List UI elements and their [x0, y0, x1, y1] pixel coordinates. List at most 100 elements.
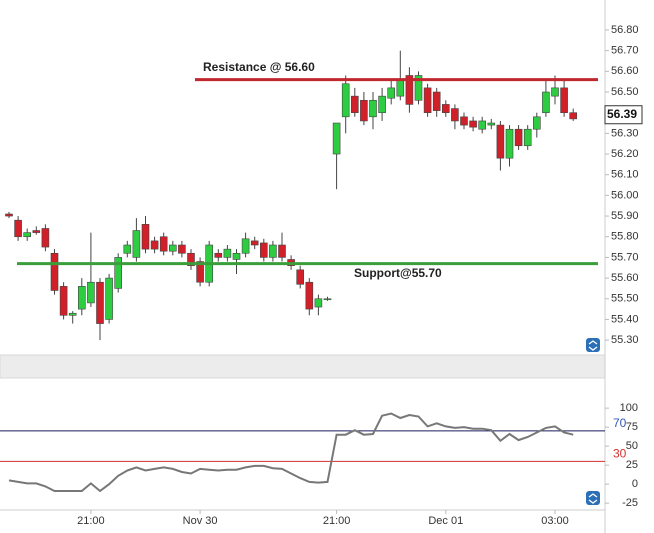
candle-body	[451, 108, 459, 122]
candle-body	[478, 120, 487, 130]
candle-body	[542, 91, 550, 113]
x-tick-label: Dec 01	[428, 515, 463, 527]
y-tick-label: 75	[626, 421, 638, 433]
candle-body	[232, 252, 241, 260]
candle-body	[523, 128, 532, 147]
scroll-button[interactable]	[586, 491, 600, 505]
candle-body	[305, 281, 314, 310]
scroll-button[interactable]	[586, 338, 600, 352]
y-tick-label: 0	[632, 478, 638, 490]
y-tick-label: 25	[626, 459, 638, 471]
candle-body	[123, 244, 132, 254]
y-tick-label: 55.70	[611, 251, 639, 263]
last-price-box	[604, 105, 643, 125]
candle-body	[514, 128, 523, 147]
x-tick-label: 21:00	[323, 515, 351, 527]
candle-body	[387, 87, 396, 99]
x-tick-label: 03:00	[541, 515, 569, 527]
candle-body	[105, 277, 113, 320]
candle-body	[41, 228, 50, 248]
candle-body	[14, 219, 22, 238]
support-label: Support@55.70	[354, 266, 442, 280]
candle-body	[414, 75, 423, 101]
candle-body	[169, 244, 177, 252]
candle-body	[132, 230, 141, 258]
y-tick-label: 55.30	[611, 334, 639, 346]
candle-body	[141, 224, 150, 250]
candle-body	[32, 230, 41, 233]
candle-body	[159, 236, 168, 252]
y-tick-label: 56.30	[611, 127, 639, 139]
panel-divider	[0, 354, 606, 379]
candle-body	[178, 244, 186, 254]
y-tick-label: 56.20	[611, 148, 639, 160]
candle-body	[532, 116, 541, 130]
candle-body	[378, 95, 386, 113]
candle-body	[323, 298, 332, 301]
x-tick-label: 21:00	[77, 515, 105, 527]
candle-body	[241, 238, 250, 254]
candle-body	[332, 122, 341, 155]
y-tick-label: 50	[626, 440, 638, 452]
y-tick-label: 56.00	[611, 189, 639, 201]
candle-body	[505, 128, 514, 159]
candle-body	[5, 213, 13, 217]
candle-body	[87, 281, 95, 304]
candle-body	[314, 298, 323, 308]
candle-body	[78, 286, 86, 310]
y-tick-label: 56.60	[611, 65, 639, 77]
candle-body	[150, 240, 159, 250]
candle-body	[396, 79, 405, 97]
candle-body	[460, 116, 468, 126]
candle-body	[569, 112, 578, 120]
price-panel	[5, 50, 578, 341]
candle-body	[259, 242, 268, 258]
candle-body	[560, 87, 568, 113]
rsi-level-label: 70	[613, 416, 627, 430]
candle-body	[360, 99, 368, 122]
candle-body	[496, 124, 505, 159]
candle-body	[187, 252, 195, 266]
rsi-line	[8, 412, 574, 493]
candle-body	[59, 286, 68, 316]
candle-body	[68, 312, 77, 316]
y-tick-label: 55.50	[611, 293, 639, 305]
y-tick-label: 55.90	[611, 210, 639, 222]
candle-body	[250, 240, 259, 246]
y-tick-label: 55.40	[611, 313, 639, 325]
candle-body	[487, 122, 496, 126]
y-tick-label: 56.50	[611, 86, 639, 98]
y-tick-label: 56.80	[611, 24, 639, 36]
candle-body	[269, 244, 277, 258]
y-tick-label: -25	[622, 497, 638, 509]
candle-body	[441, 104, 450, 113]
candle-body	[223, 248, 232, 258]
candle-body	[423, 87, 432, 113]
candle-body	[214, 252, 223, 258]
candle-body	[405, 75, 414, 105]
y-tick-label: 55.60	[611, 272, 639, 284]
candle-body	[96, 281, 104, 324]
candle-body	[432, 91, 441, 111]
candle-body	[196, 261, 204, 283]
candle-body	[23, 232, 32, 238]
candle-body	[278, 244, 286, 258]
candle-body	[551, 87, 559, 97]
candle-body	[469, 120, 477, 128]
candle-body	[350, 95, 359, 113]
resistance-label: Resistance @ 56.60	[203, 60, 315, 74]
candle-body	[114, 257, 122, 289]
x-tick-label: Nov 30	[183, 515, 218, 527]
y-tick-label: 56.70	[611, 45, 639, 57]
y-tick-label: 100	[620, 402, 638, 414]
rsi-level-label: 30	[613, 447, 627, 461]
y-tick-label: 56.10	[611, 169, 639, 181]
last-price-label: 56.39	[607, 107, 637, 121]
candle-body	[50, 252, 59, 291]
y-tick-label: 55.80	[611, 231, 639, 243]
candle-body	[369, 99, 377, 118]
candle-body	[341, 83, 350, 118]
candle-body	[296, 269, 305, 285]
